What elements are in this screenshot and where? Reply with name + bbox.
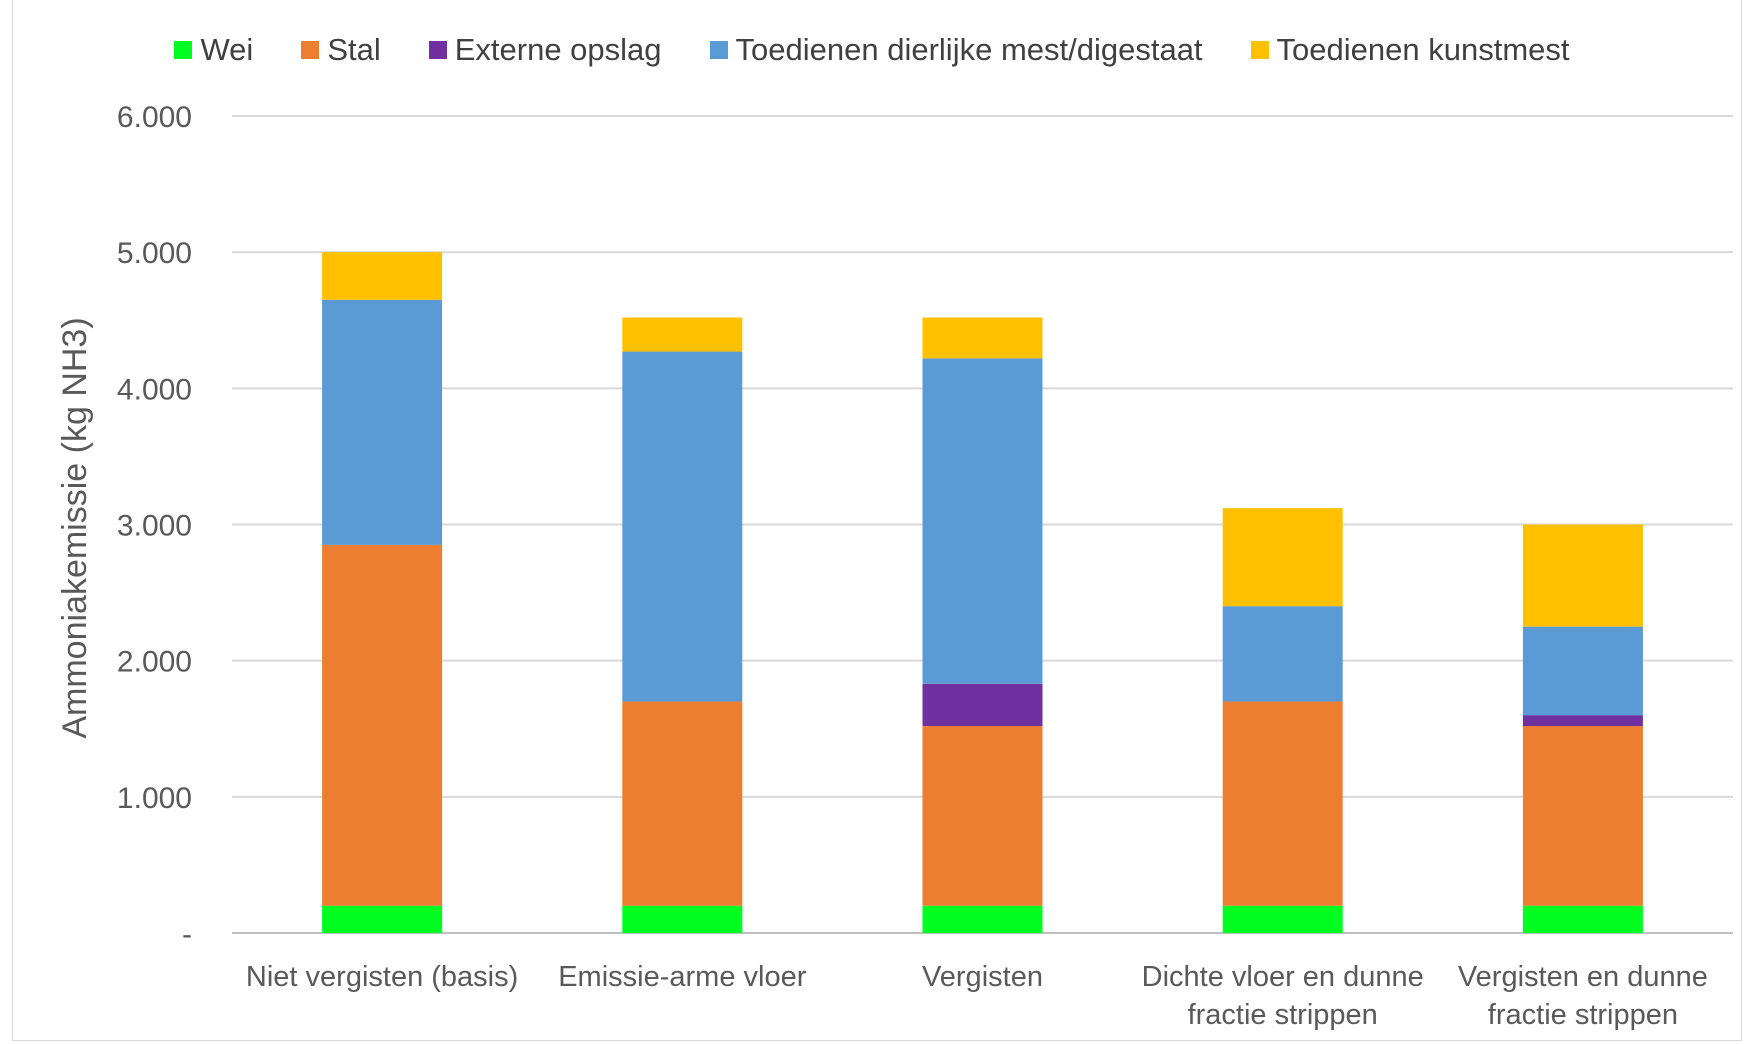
legend-swatch (301, 41, 320, 59)
legend-item-toedienen-kunstmest: Toedienen kunstmest (1250, 32, 1570, 68)
legend-item-stal: Stal (301, 32, 381, 68)
x-tick-label: Vergisten (922, 961, 1043, 993)
y-tick-label: 6.000 (117, 101, 192, 134)
bar-segment-stal (1222, 701, 1343, 906)
y-tick-label: 3.000 (117, 510, 192, 543)
y-tick-labels: - 1.000 2.000 3.000 4.000 5.000 6.000 (117, 101, 192, 951)
x-tick-label: Dichte vloer en dunne fractie strippen (1142, 961, 1424, 1031)
bar-segment-stal (322, 544, 443, 906)
legend-item-externe-opslag: Externe opslag (428, 32, 662, 68)
bar-segment-toedienen-kunstmest (1222, 508, 1343, 607)
x-tick-label: Niet vergisten (basis) (246, 961, 518, 993)
chart-frame (12, 0, 1742, 1041)
bars (322, 252, 1643, 933)
bar-segment-wei (622, 905, 743, 933)
bar-segment-toedienen-kunstmest (622, 317, 743, 352)
bar-segment-wei (322, 905, 443, 933)
legend-swatch (428, 41, 447, 59)
legend-swatch (709, 41, 728, 59)
bar-segment-stal (1522, 726, 1643, 906)
bar-segment-toedienen-dierlijke-mest-digestaat (922, 358, 1043, 684)
legend-swatch (174, 41, 193, 59)
legend-swatch (1250, 41, 1269, 59)
y-tick-label: 4.000 (117, 373, 192, 406)
bar-segment-toedienen-dierlijke-mest-digestaat (1222, 606, 1343, 702)
legend-label: Externe opslag (454, 32, 662, 67)
y-tick-label: 2.000 (117, 646, 192, 679)
bar-segment-toedienen-dierlijke-mest-digestaat (322, 299, 443, 545)
bar-segment-toedienen-dierlijke-mest-digestaat (622, 351, 743, 702)
bar-segment-wei (1522, 905, 1643, 933)
bar-segment-stal (922, 726, 1043, 906)
bar-segment-externe-opslag (922, 683, 1043, 727)
bar-segment-toedienen-kunstmest (922, 317, 1043, 359)
y-tick-label: - (182, 918, 192, 951)
y-tick-label: 1.000 (117, 782, 192, 815)
legend-item-toedienen-dierlijke-mest: Toedienen dierlijke mest/digestaat (709, 32, 1203, 68)
bar-segment-stal (622, 701, 743, 906)
legend-item-wei: Wei (174, 32, 253, 68)
bar-segment-toedienen-dierlijke-mest-digestaat (1522, 626, 1643, 716)
legend-label: Toedienen kunstmest (1276, 32, 1570, 67)
chart-legend: Wei Stal Externe opslag Toedienen dierli… (0, 30, 1744, 70)
x-tick-label: Emissie-arme vloer (558, 961, 806, 993)
y-axis-label: Ammoniakemissie (kg NH3) (56, 317, 94, 738)
legend-label: Toedienen dierlijke mest/digestaat (735, 32, 1203, 67)
y-tick-label: 5.000 (117, 237, 192, 270)
bar-segment-toedienen-kunstmest (322, 252, 443, 300)
bar-segment-externe-opslag (1522, 715, 1643, 727)
x-tick-labels: Niet vergisten (basis) Emissie-arme vloer… (246, 961, 1708, 1031)
legend-label: Wei (200, 32, 254, 67)
legend-label: Stal (327, 32, 381, 67)
bar-segment-wei (1222, 905, 1343, 933)
x-tick-label: Vergisten en dunne fractie strippen (1458, 961, 1708, 1031)
bar-segment-toedienen-kunstmest (1522, 524, 1643, 627)
bar-segment-wei (922, 905, 1043, 933)
